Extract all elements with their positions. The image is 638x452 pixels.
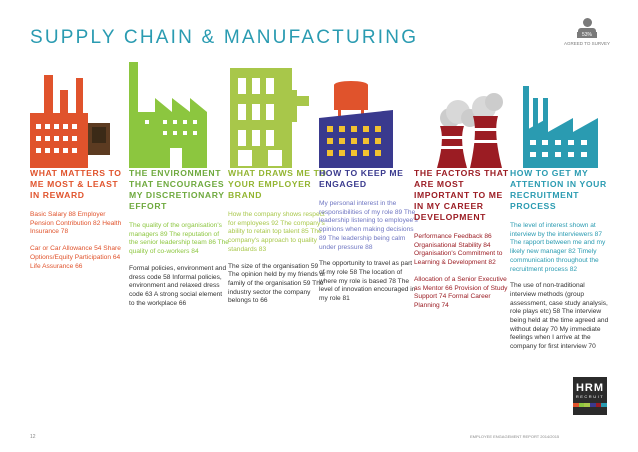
footer-text: EMPLOYEE ENGAGEMENT REPORT 2014/2015: [470, 434, 560, 439]
green-factory-icon: [129, 62, 207, 168]
badge-percent: 53%: [577, 32, 597, 38]
column-text-low: Car or Car Allowance 54 Share Options/Eq…: [30, 245, 121, 270]
column-heading: THE FACTORS THAT ARE MOST IMPORTANT TO M…: [414, 168, 509, 222]
column-heading: WHAT DRAWS ME TO YOUR EMPLOYER BRAND: [228, 168, 327, 200]
column-text-high: Basic Salary 88 Employer Pension Contrib…: [30, 211, 122, 236]
column-career-development: THE FACTORS THAT ARE MOST IMPORTANT TO M…: [414, 168, 514, 319]
column-heading: HOW TO KEEP ME ENGAGED: [319, 168, 404, 189]
column-text-high: My personal interest in the responsibili…: [319, 200, 418, 251]
teal-factory-icon: [523, 86, 598, 168]
column-reward: WHAT MATTERS TO ME MOST & LEAST IN REWAR…: [30, 168, 130, 279]
column-heading: THE ENVIRONMENT THAT ENCOURAGES MY DISCR…: [129, 168, 225, 211]
column-text-low: The opportunity to travel as part of my …: [319, 260, 416, 303]
factory-illustration: [30, 62, 598, 168]
hrm-recruit-logo: HRM RECRUIT: [573, 377, 608, 415]
column-text-high: How the company shows respect for employ…: [228, 211, 325, 253]
column-text-high: The quality of the organisation's manage…: [129, 222, 229, 256]
column-text-low: The size of the organisation 59 The opin…: [228, 262, 326, 305]
survey-badge: 53% AGREED TO SURVEY: [559, 18, 615, 46]
badge-label: AGREED TO SURVEY: [563, 41, 610, 46]
column-text-low: Allocation of a Senior Executive as Ment…: [414, 275, 508, 309]
column-text-low: The use of non-traditional interview met…: [510, 282, 609, 351]
person-icon: [582, 18, 592, 27]
column-engagement: HOW TO KEEP ME ENGAGED My personal inter…: [319, 168, 419, 312]
column-environment: THE ENVIRONMENT THAT ENCOURAGES MY DISCR…: [129, 168, 229, 316]
page-title: SUPPLY CHAIN & MANUFACTURING: [30, 27, 419, 48]
lime-building-icon: [230, 68, 309, 168]
column-employer-brand: WHAT DRAWS ME TO YOUR EMPLOYER BRAND How…: [228, 168, 328, 314]
navy-building-icon: [319, 81, 393, 168]
column-text-high: The level of interest shown at interview…: [510, 222, 606, 273]
column-heading: HOW TO GET MY ATTENTION IN YOUR RECRUITM…: [510, 168, 607, 211]
cooling-tower-icon: [437, 93, 503, 168]
column-text-high: Performance Feedback 86 Organisational S…: [414, 233, 503, 267]
column-heading: WHAT MATTERS TO ME MOST & LEAST IN REWAR…: [30, 168, 122, 200]
orange-factory-icon: [30, 75, 110, 168]
column-recruitment: HOW TO GET MY ATTENTION IN YOUR RECRUITM…: [510, 168, 610, 360]
column-text-low: Formal policies, environment and dress c…: [129, 264, 227, 307]
page-number: 12: [30, 434, 36, 440]
